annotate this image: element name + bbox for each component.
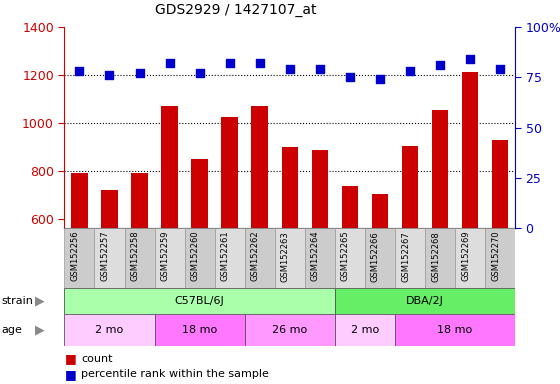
Bar [492, 140, 508, 228]
Point [466, 56, 475, 62]
Text: GSM152269: GSM152269 [461, 231, 470, 281]
Bar [485, 228, 515, 288]
Point [195, 70, 204, 76]
Point [135, 70, 144, 76]
Bar [335, 228, 365, 288]
Bar [155, 228, 185, 288]
Text: GSM152262: GSM152262 [251, 231, 260, 281]
Bar [395, 228, 425, 288]
Bar [335, 288, 515, 314]
Text: GSM152258: GSM152258 [130, 231, 139, 281]
Text: GSM152268: GSM152268 [431, 231, 440, 281]
Bar [64, 288, 335, 314]
Point [255, 60, 264, 66]
Text: age: age [1, 325, 22, 335]
Bar [64, 228, 95, 288]
Bar [95, 228, 124, 288]
Text: GSM152266: GSM152266 [371, 231, 380, 281]
Bar [311, 151, 328, 228]
Text: GSM152257: GSM152257 [100, 231, 110, 281]
Bar [462, 73, 478, 228]
Bar [245, 314, 335, 346]
Text: GDS2929 / 1427107_at: GDS2929 / 1427107_at [155, 3, 316, 17]
Bar [124, 228, 155, 288]
Text: 26 mo: 26 mo [272, 325, 307, 335]
Bar [275, 228, 305, 288]
Point [436, 62, 445, 68]
Point [225, 60, 234, 66]
Bar [282, 147, 298, 228]
Bar [161, 106, 178, 228]
Point [286, 66, 295, 72]
Bar [432, 110, 449, 228]
Text: GSM152270: GSM152270 [491, 231, 500, 281]
Text: GSM152261: GSM152261 [221, 231, 230, 281]
Bar [365, 228, 395, 288]
Bar [214, 228, 245, 288]
Bar [64, 314, 155, 346]
Point [75, 68, 84, 74]
Bar [372, 194, 388, 228]
Text: C57BL/6J: C57BL/6J [175, 296, 225, 306]
Text: GSM152259: GSM152259 [161, 231, 170, 281]
Bar [101, 190, 118, 228]
Bar [402, 146, 418, 228]
Bar [71, 173, 88, 228]
Text: ▶: ▶ [35, 323, 44, 336]
Point [405, 68, 414, 74]
Text: DBA/2J: DBA/2J [406, 296, 444, 306]
Text: 18 mo: 18 mo [182, 325, 217, 335]
Text: count: count [81, 354, 113, 364]
Point [315, 66, 324, 72]
Point [346, 74, 354, 80]
Bar [192, 159, 208, 228]
Text: 2 mo: 2 mo [95, 325, 124, 335]
Text: ■: ■ [64, 368, 76, 381]
Bar [335, 314, 395, 346]
Point [496, 66, 505, 72]
Text: ▶: ▶ [35, 295, 44, 308]
Bar [221, 117, 238, 228]
Text: ■: ■ [64, 353, 76, 366]
Text: GSM152263: GSM152263 [281, 231, 290, 281]
Bar [455, 228, 485, 288]
Text: 2 mo: 2 mo [351, 325, 379, 335]
Bar [251, 106, 268, 228]
Bar [131, 173, 148, 228]
Text: percentile rank within the sample: percentile rank within the sample [81, 369, 269, 379]
Bar [185, 228, 214, 288]
Point [105, 72, 114, 78]
Bar [425, 228, 455, 288]
Text: GSM152267: GSM152267 [401, 231, 410, 281]
Bar [342, 187, 358, 228]
Bar [155, 314, 245, 346]
Text: GSM152264: GSM152264 [311, 231, 320, 281]
Text: 18 mo: 18 mo [437, 325, 473, 335]
Bar [305, 228, 335, 288]
Text: GSM152265: GSM152265 [341, 231, 350, 281]
Point [165, 60, 174, 66]
Point [375, 76, 384, 83]
Bar [245, 228, 275, 288]
Text: GSM152260: GSM152260 [190, 231, 200, 281]
Text: GSM152256: GSM152256 [71, 231, 80, 281]
Text: strain: strain [1, 296, 33, 306]
Bar [395, 314, 515, 346]
